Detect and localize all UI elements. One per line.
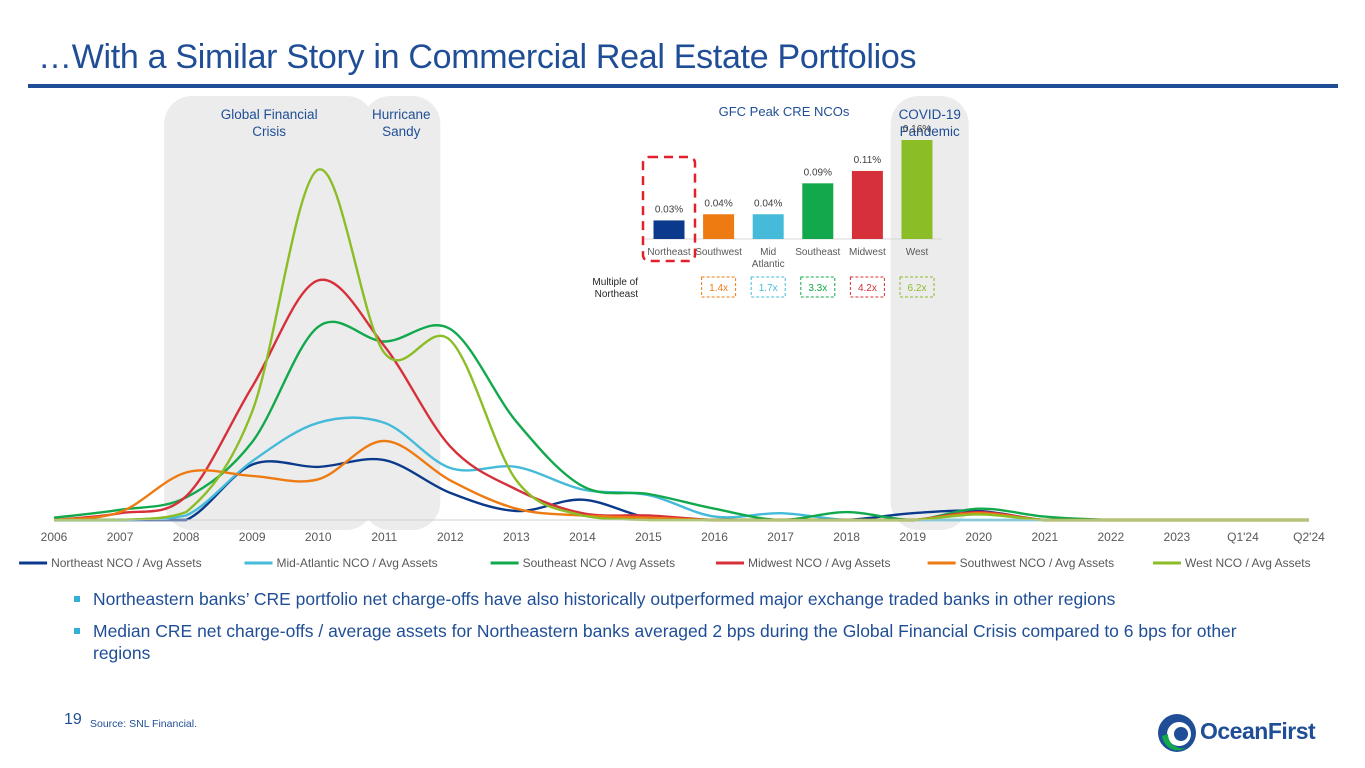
- inset-bar-southeast: [802, 183, 834, 239]
- multiple-box: [701, 276, 737, 298]
- legend-entry: West NCO / Avg Assets: [1185, 556, 1311, 570]
- bullet-item: Northeastern banks’ CRE portfolio net ch…: [74, 588, 1294, 610]
- multiple-box: [800, 276, 836, 298]
- multiple-label: Northeast: [595, 289, 639, 300]
- multiple-box: [899, 276, 935, 298]
- x-tick-label: 2007: [107, 530, 134, 544]
- inset-data-label: 0.16%: [903, 124, 931, 135]
- inset-bar-mid-atlantic: [752, 214, 784, 239]
- inset-bar-northeast: [653, 220, 685, 239]
- wave-logo-icon: [1158, 714, 1196, 752]
- legend-entry: Northeast NCO / Avg Assets: [51, 556, 202, 570]
- x-tick-label: 2010: [305, 530, 332, 544]
- multiple-value: 1.4x: [709, 283, 728, 294]
- inset-category-label: Midwest: [849, 247, 886, 258]
- multiple-value: 6.2x: [908, 283, 927, 294]
- x-tick-label: 2018: [833, 530, 860, 544]
- x-tick-label: 2021: [1031, 530, 1058, 544]
- x-axis: 2006 2007 2008 2009 2010 2011 2012 2013 2014 2015…: [41, 519, 1325, 544]
- x-tick-label: 2011: [371, 530, 397, 544]
- x-tick-label: 2013: [503, 530, 530, 544]
- band-label: Pandemic: [900, 124, 960, 139]
- title-rule: [28, 84, 1338, 88]
- source-note: Source: SNL Financial.: [90, 718, 197, 730]
- x-tick-label: 2008: [173, 530, 200, 544]
- highlight-northeast-box: [641, 155, 697, 263]
- multiple-value: 3.3x: [808, 283, 827, 294]
- x-tick-label: 2017: [767, 530, 794, 544]
- inset-title: GFC Peak CRE NCOs: [719, 104, 850, 119]
- inset-category-label: Atlantic: [752, 259, 785, 270]
- multiple-box: [849, 276, 885, 298]
- band-label: Sandy: [382, 124, 421, 139]
- page-number: 19: [64, 711, 82, 728]
- x-tick-label: 2014: [569, 530, 596, 544]
- band-label: Hurricane: [372, 107, 431, 122]
- bullet-text: Northeastern banks’ CRE portfolio net ch…: [93, 589, 1116, 609]
- inset-category-label: Mid: [760, 247, 776, 258]
- band-label: COVID-19: [899, 107, 961, 122]
- inset-bar-southwest: [703, 214, 735, 239]
- shaded-periods: Global Financial Crisis Hurricane Sandy COVI…: [164, 96, 969, 530]
- x-tick-label: 2012: [437, 530, 464, 544]
- legend-entry: Mid-Atlantic NCO / Avg Assets: [277, 556, 438, 570]
- bullet-square-icon: [74, 628, 80, 634]
- inset-category-label: Northeast: [647, 247, 691, 258]
- bullet-list: Northeastern banks’ CRE portfolio net ch…: [74, 588, 1294, 674]
- inset-data-label: 0.04%: [704, 198, 732, 209]
- legend-entry: Southwest NCO / Avg Assets: [960, 556, 1115, 570]
- x-tick-label: Q1'24: [1227, 530, 1259, 544]
- bullet-item: Median CRE net charge-offs / average ass…: [74, 620, 1294, 664]
- band-label: Crisis: [252, 124, 286, 139]
- x-tick-label: 2006: [41, 530, 68, 544]
- legend: Northeast NCO / Avg Assets Mid-Atlantic N…: [19, 556, 1311, 570]
- cre-nco-chart: Global Financial Crisis Hurricane Sandy COVI…: [19, 96, 1325, 570]
- legend-entry: Southeast NCO / Avg Assets: [523, 556, 676, 570]
- multiple-value: 1.7x: [759, 283, 778, 294]
- multiple-label: Multiple of: [592, 277, 638, 288]
- x-tick-label: 2020: [965, 530, 992, 544]
- page-title: …With a Similar Story in Commercial Real…: [38, 38, 917, 76]
- x-tick-label: 2009: [239, 530, 266, 544]
- bullet-text: Median CRE net charge-offs / average ass…: [93, 621, 1237, 663]
- legend-entry: Midwest NCO / Avg Assets: [748, 556, 891, 570]
- multiple-box: [750, 276, 786, 298]
- inset-data-label: 0.04%: [754, 198, 782, 209]
- inset-data-label: 0.11%: [854, 155, 882, 166]
- x-tick-label: Q2'24: [1293, 530, 1325, 544]
- band-label: Global Financial: [221, 107, 318, 122]
- multiple-value: 4.2x: [858, 283, 877, 294]
- inset-bar-midwest: [851, 170, 883, 239]
- bullet-square-icon: [74, 596, 80, 602]
- gfc-peak-inset-chart: GFC Peak CRE NCOs 0.03% Northeast 0.04% Sout…: [592, 104, 942, 300]
- x-tick-label: 2015: [635, 530, 662, 544]
- x-tick-label: 2019: [899, 530, 926, 544]
- x-tick-label: 2023: [1164, 530, 1191, 544]
- oceanfirst-logo: OceanFirst: [1156, 710, 1342, 756]
- inset-data-label: 0.09%: [804, 167, 832, 178]
- x-tick-label: 2022: [1097, 530, 1124, 544]
- logo-wordmark: OceanFirst: [1200, 718, 1316, 744]
- inset-category-label: Southeast: [795, 247, 840, 258]
- x-tick-label: 2016: [701, 530, 728, 544]
- inset-category-label: West: [906, 247, 929, 258]
- inset-data-label: 0.03%: [655, 204, 683, 215]
- inset-bar-west: [901, 140, 933, 239]
- inset-category-label: Southwest: [695, 247, 742, 258]
